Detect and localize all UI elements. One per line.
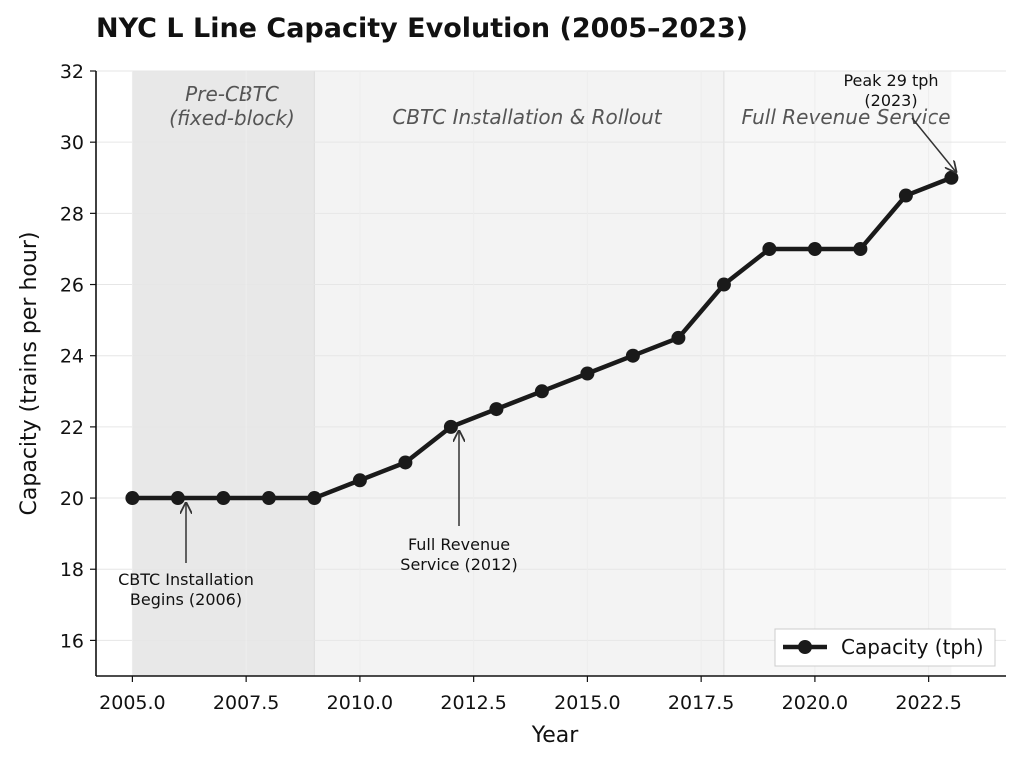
- data-point: [489, 402, 504, 417]
- y-tick-label: 20: [60, 488, 84, 510]
- legend-marker: [798, 640, 812, 654]
- phase-label: Full Revenue Service: [741, 105, 950, 129]
- x-tick-label: 2022.5: [895, 692, 961, 714]
- chart-title: NYC L Line Capacity Evolution (2005–2023…: [96, 13, 749, 44]
- x-tick-label: 2020.0: [782, 692, 848, 714]
- data-point: [261, 491, 276, 506]
- annotation-text: CBTC Installation: [118, 570, 254, 589]
- legend: Capacity (tph): [774, 628, 996, 667]
- series: [125, 170, 959, 506]
- legend-label: Capacity (tph): [841, 635, 984, 659]
- x-axis-label: Year: [531, 723, 580, 748]
- data-point: [580, 366, 595, 381]
- data-point: [762, 241, 777, 256]
- axes: 16 18 20 22 24 26 28 30 32 2005.0 2007.5 2010.0 2012…: [17, 61, 1006, 748]
- y-tick-label: 30: [60, 132, 84, 154]
- y-tick-label: 18: [60, 559, 84, 581]
- phase-band: [723, 71, 952, 676]
- phase-band: [132, 71, 315, 676]
- annotation-arrow: [911, 117, 956, 172]
- y-tick-label: 26: [60, 275, 84, 297]
- y-tick-label: 16: [60, 630, 84, 652]
- phase-label: Pre-CBTC: [185, 82, 279, 106]
- phase-band: [314, 71, 724, 676]
- x-tick-label: 2017.5: [668, 692, 734, 714]
- data-point: [671, 330, 686, 345]
- phase-label: CBTC Installation & Rollout: [392, 105, 662, 129]
- data-point: [398, 455, 413, 470]
- y-tick-label: 24: [60, 346, 84, 368]
- data-point: [853, 241, 868, 256]
- data-point: [125, 491, 140, 506]
- data-point: [443, 419, 458, 434]
- annotation-text: Peak 29 tph: [843, 71, 938, 90]
- annotation-text: (2023): [864, 91, 917, 110]
- x-tick-label: 2007.5: [213, 692, 279, 714]
- phase-label: (fixed-block): [169, 106, 295, 130]
- y-tick-label: 22: [60, 417, 84, 439]
- data-point: [170, 491, 185, 506]
- data-point: [534, 384, 549, 399]
- annotation-text: Service (2012): [400, 555, 517, 574]
- annotation-text: Begins (2006): [130, 590, 242, 609]
- data-point: [216, 491, 231, 506]
- data-point: [716, 277, 731, 292]
- x-tick-label: 2012.5: [440, 692, 506, 714]
- phase-bands: Pre-CBTC(fixed-block) CBTC Installation &…: [132, 71, 952, 676]
- data-point: [807, 241, 822, 256]
- x-tick-label: 2010.0: [327, 692, 393, 714]
- data-point: [898, 188, 913, 203]
- data-point: [307, 491, 322, 506]
- y-axis-label: Capacity (trains per hour): [17, 232, 42, 516]
- x-tick-label: 2005.0: [99, 692, 165, 714]
- annotation-text: Full Revenue: [408, 535, 510, 554]
- y-tick-label: 32: [60, 61, 84, 83]
- x-tick-label: 2015.0: [554, 692, 620, 714]
- data-point: [944, 170, 959, 185]
- data-point: [352, 473, 367, 488]
- data-point: [625, 348, 640, 363]
- y-tick-label: 28: [60, 203, 84, 225]
